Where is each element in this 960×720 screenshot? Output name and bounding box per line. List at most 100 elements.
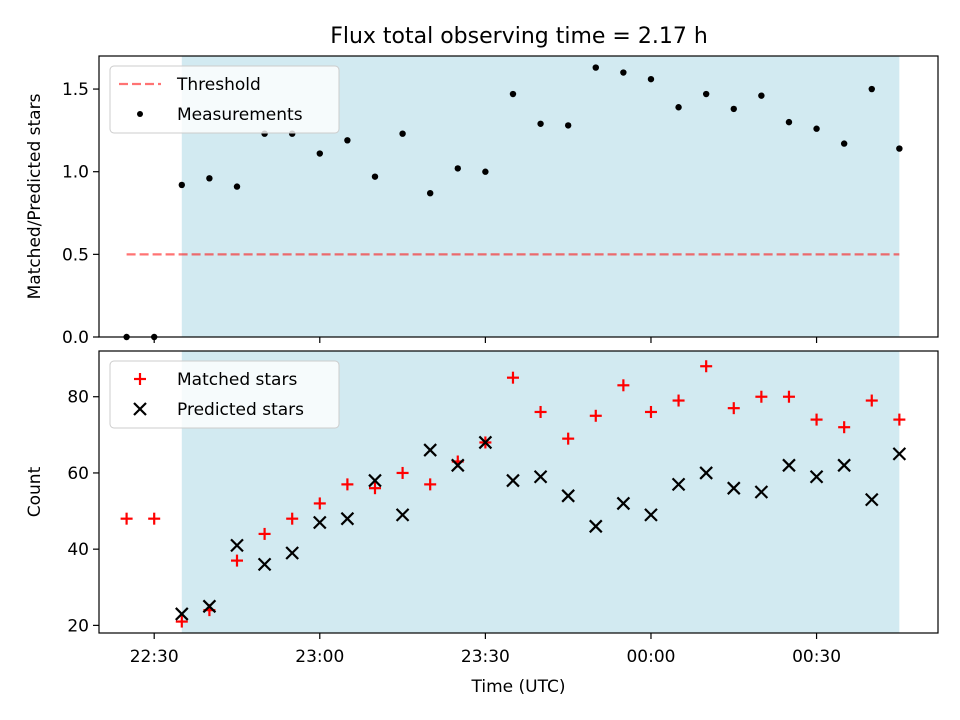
predicted-stars-point	[616, 496, 631, 511]
matched-stars-point	[313, 497, 326, 510]
x-tick-label: 00:30	[792, 647, 841, 667]
predicted-stars-point	[285, 546, 299, 560]
predicted-stars-point	[368, 473, 382, 488]
predicted-stars-point-b	[754, 485, 769, 499]
predicted-stars-point-b	[395, 508, 410, 522]
measurement-point	[702, 90, 710, 98]
predicted-stars-point-b	[423, 443, 437, 457]
legend-predicted-swatch	[133, 402, 147, 416]
measurement-point	[233, 183, 241, 190]
matched-stars-point	[617, 379, 630, 392]
predicted-stars-point-b	[644, 508, 658, 522]
legend-measurement-swatch	[137, 111, 143, 117]
y-tick-label: 1.5	[62, 80, 89, 100]
legend-label: Predicted stars	[177, 400, 304, 420]
predicted-stars-point	[892, 447, 907, 461]
y-tick-label: 60	[67, 464, 89, 484]
matched-stars-point	[286, 512, 299, 525]
predicted-stars-point-b	[864, 492, 879, 507]
measurement-point	[482, 168, 489, 175]
x-tick-label: 22:30	[130, 647, 179, 667]
measurement-point	[454, 165, 461, 172]
measurement-point	[675, 104, 682, 111]
measurement-point	[399, 130, 406, 137]
measurement-point	[564, 122, 572, 129]
axes-frame	[98, 55, 939, 338]
y-axis-label: Matched/Predicted stars	[25, 93, 45, 299]
predicted-stars-point	[726, 481, 741, 495]
y-tick-label: 0.5	[62, 245, 89, 265]
predicted-stars-point-b	[671, 477, 686, 492]
predicted-stars-point-b	[533, 469, 548, 484]
measurement-point	[813, 125, 820, 132]
measurement-point	[758, 92, 765, 99]
matched-stars-point	[175, 615, 188, 628]
top-panel: 0.0 0.5 1.0 1.5 Matched/Predicted stars Thres…	[25, 55, 939, 348]
matched-stars-point	[396, 466, 409, 479]
matched-stars-point	[700, 360, 713, 373]
predicted-stars-point-b	[340, 511, 355, 526]
matched-stars-point	[534, 405, 547, 418]
y-axis-label: Count	[25, 466, 45, 517]
y-tick-label: 0.0	[62, 328, 89, 348]
measurement-point	[730, 105, 737, 113]
legend-predicted-swatch-b	[133, 402, 147, 416]
predicted-stars-point	[644, 508, 658, 522]
measurement-point	[896, 145, 903, 152]
legend-label: Threshold	[176, 75, 261, 95]
bottom-panel: 20 40 60 80 22:30 23:00 23:30 00:00 00:30 Count Ti…	[25, 350, 939, 697]
legend-matched-swatch	[134, 373, 146, 385]
predicted-stars-point	[588, 519, 603, 534]
matched-stars-point	[424, 478, 437, 491]
y-tick-label: 80	[67, 388, 89, 408]
x-axis-label: Time (UTC)	[471, 677, 566, 697]
predicted-stars-point-b	[782, 458, 796, 473]
predicted-stars-point-b	[368, 473, 382, 488]
predicted-stars-point	[671, 477, 686, 492]
chart-title: Flux total observing time = 2.17 h	[330, 24, 708, 49]
predicted-stars-point-b	[809, 469, 824, 484]
matched-stars-point	[672, 394, 685, 407]
measurement-point	[316, 150, 323, 157]
measurement-point	[592, 64, 599, 71]
matched-stars-point	[230, 554, 243, 567]
legend-label: Matched stars	[177, 370, 297, 390]
legend: Threshold Measurements	[109, 65, 340, 134]
legend-box	[109, 360, 340, 429]
matched-stars-point	[810, 413, 823, 426]
predicted-stars-point	[451, 458, 465, 473]
matched-stars-point	[341, 478, 354, 491]
measurement-point	[206, 175, 213, 182]
measurement-point	[537, 120, 544, 127]
matched-stars-point	[120, 512, 133, 525]
matched-stars-point	[838, 421, 851, 434]
measurement-point	[371, 173, 379, 180]
matched-stars-point	[644, 405, 657, 418]
measurement-point	[509, 90, 517, 98]
measurement-point	[785, 118, 793, 126]
measurement-point	[178, 181, 185, 189]
predicted-stars-point	[340, 511, 355, 526]
predicted-stars-point	[175, 607, 189, 621]
predicted-stars-point-b	[588, 519, 603, 534]
predicted-stars-point	[837, 458, 851, 473]
predicted-stars-point	[313, 515, 327, 530]
y-tick-label: 20	[67, 616, 89, 636]
predicted-stars-point-b	[892, 447, 907, 461]
matched-stars-point	[562, 432, 575, 445]
x-tick-label: 23:00	[295, 647, 344, 667]
predicted-stars-point	[754, 485, 769, 499]
predicted-stars-point-b	[837, 458, 851, 473]
predicted-stars-point-b	[699, 466, 713, 480]
measurement-point	[840, 140, 848, 147]
measurement-point	[620, 69, 627, 76]
matched-stars-point	[865, 394, 878, 407]
matched-stars-point	[148, 512, 161, 525]
x-tick-label: 00:00	[626, 647, 675, 667]
matched-stars-point	[368, 482, 381, 495]
predicted-stars-point-b	[230, 538, 244, 553]
matched-stars-point	[782, 390, 795, 403]
x-tick-label: 23:30	[461, 647, 510, 667]
matched-stars-point	[755, 390, 768, 403]
